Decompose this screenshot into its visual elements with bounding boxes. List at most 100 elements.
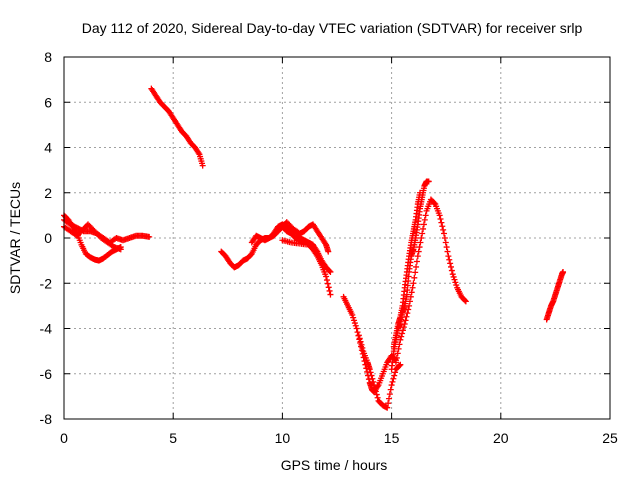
data-point — [440, 226, 447, 233]
data-point — [352, 322, 359, 329]
data-point — [418, 235, 425, 241]
data-point — [385, 395, 392, 402]
data-point — [372, 388, 379, 395]
chart-title: Day 112 of 2020, Sidereal Day-to-day VTE… — [82, 20, 583, 36]
data-point — [408, 289, 415, 296]
series-track-m — [392, 196, 469, 366]
data-point — [461, 297, 468, 304]
data-point — [391, 372, 398, 379]
data-point — [146, 233, 153, 240]
data-point — [366, 366, 373, 373]
data-point — [370, 378, 377, 385]
x-tick-label: 0 — [60, 430, 68, 446]
x-tick-label: 5 — [169, 430, 177, 446]
data-point — [327, 268, 334, 275]
data-point — [447, 260, 454, 267]
data-point — [388, 382, 395, 389]
data-point — [397, 336, 404, 343]
data-point — [438, 219, 445, 226]
data-point — [372, 385, 379, 392]
data-point — [394, 350, 401, 357]
series-track-d — [148, 85, 206, 169]
data-point — [393, 354, 400, 361]
data-point — [384, 404, 391, 411]
x-axis-label: GPS time / hours — [281, 457, 388, 473]
data-point — [411, 274, 418, 281]
data-point — [448, 263, 455, 270]
data-point — [323, 277, 330, 284]
series-track-g — [275, 219, 332, 255]
data-point — [439, 223, 446, 230]
x-tick-label: 15 — [384, 430, 400, 446]
data-point — [367, 369, 374, 376]
data-point — [350, 314, 357, 321]
data-point — [325, 284, 332, 291]
data-point — [324, 280, 331, 287]
y-tick-label: -6 — [40, 366, 53, 382]
data-point — [392, 369, 399, 376]
data-point — [401, 320, 408, 327]
data-point — [413, 263, 420, 270]
x-tick-label: 20 — [493, 430, 509, 446]
data-point — [444, 248, 451, 255]
data-point — [399, 327, 406, 334]
y-tick-label: -4 — [40, 321, 53, 337]
data-point — [446, 256, 453, 263]
data-point — [462, 298, 469, 305]
data-point — [359, 344, 366, 351]
y-tick-label: 4 — [44, 140, 52, 156]
y-axis-label: SDTVAR / TECUs — [7, 182, 23, 294]
series-track-l — [390, 189, 423, 350]
x-tick-label: 10 — [275, 430, 291, 446]
data-point — [437, 215, 444, 222]
data-point — [420, 221, 427, 228]
data-point — [441, 230, 448, 237]
y-tick-label: -2 — [40, 275, 53, 291]
data-point — [405, 306, 412, 313]
data-point — [389, 378, 396, 385]
data-point — [199, 162, 206, 169]
data-point — [406, 302, 413, 309]
data-point — [396, 362, 403, 369]
data-point — [449, 271, 456, 278]
data-point — [403, 313, 410, 320]
x-tick-label: 25 — [602, 430, 618, 446]
axis-ticks: 0 5 10 15 20 25 -8 -6 -4 -2 0 2 4 6 8 — [40, 49, 618, 446]
data-point — [453, 282, 460, 289]
data-point — [398, 333, 405, 340]
data-point — [452, 279, 459, 286]
data-point — [412, 269, 419, 276]
data-point — [117, 246, 124, 253]
y-tick-label: 2 — [44, 185, 52, 201]
data-point — [355, 332, 362, 339]
series-track-j — [355, 332, 404, 411]
y-tick-label: 0 — [44, 230, 52, 246]
y-tick-label: 6 — [44, 94, 52, 110]
data-point — [414, 253, 421, 260]
data-point — [351, 317, 358, 324]
data-point — [451, 276, 458, 283]
data-point — [400, 324, 407, 331]
data-point — [358, 341, 365, 348]
data-point — [421, 216, 428, 223]
data-point — [448, 267, 455, 274]
data-point — [397, 361, 404, 368]
y-tick-label: 8 — [44, 49, 52, 65]
data-point — [413, 258, 420, 265]
series-track-c — [61, 221, 124, 253]
data-point — [395, 345, 402, 352]
data-point — [387, 386, 394, 393]
data-point — [415, 248, 422, 255]
data-point — [431, 200, 438, 207]
data-point — [402, 317, 409, 324]
data-point — [442, 239, 449, 246]
data-point — [441, 235, 448, 241]
data-point — [368, 372, 375, 379]
data-point — [404, 310, 411, 317]
data-point — [436, 212, 443, 219]
data-point — [353, 325, 360, 332]
data-point — [354, 329, 361, 336]
data-point — [420, 225, 427, 232]
data-point — [373, 391, 380, 398]
